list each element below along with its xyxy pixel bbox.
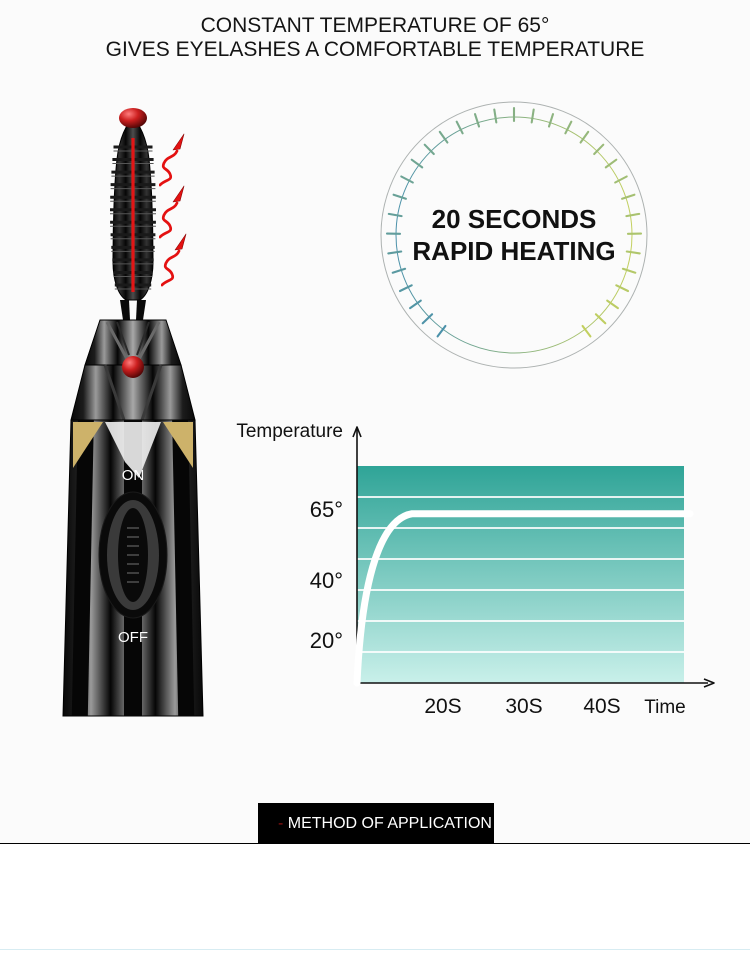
svg-text:Time: Time (644, 697, 686, 718)
svg-text:30S: 30S (505, 695, 542, 718)
svg-text:40S: 40S (583, 695, 620, 718)
svg-text:ON: ON (122, 467, 145, 484)
svg-text:65°: 65° (310, 497, 343, 522)
svg-text:OFF: OFF (118, 629, 148, 646)
svg-text:40°: 40° (310, 568, 343, 593)
svg-text:Temperature: Temperature (236, 421, 343, 442)
svg-text:20°: 20° (310, 628, 343, 653)
svg-text:20S: 20S (424, 695, 461, 718)
